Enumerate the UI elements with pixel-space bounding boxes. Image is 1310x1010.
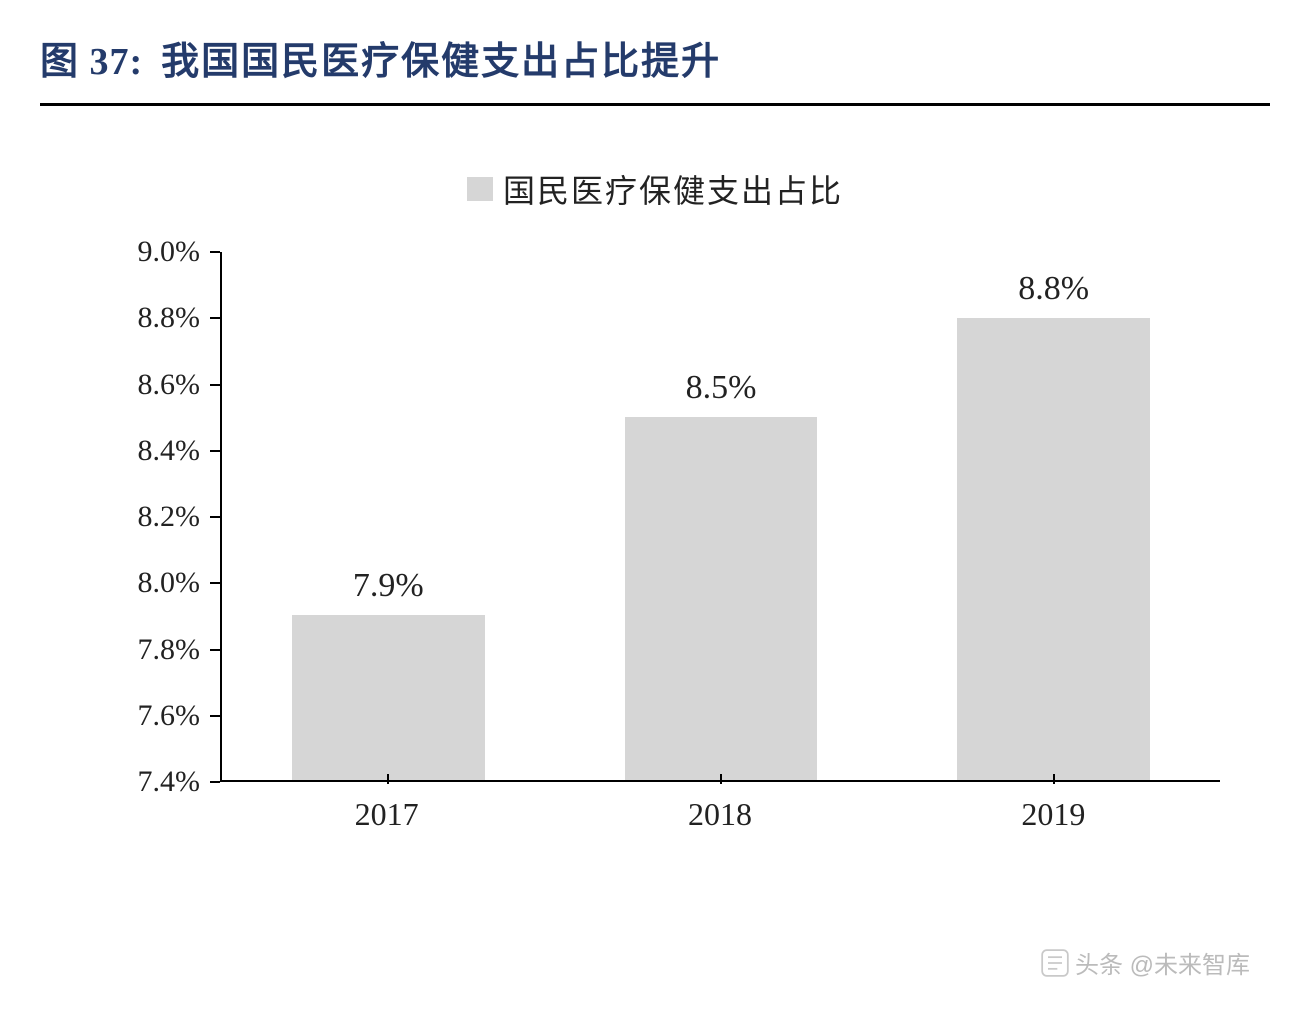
- y-tick-label: 8.0%: [126, 566, 210, 600]
- y-tick: 9.0%: [126, 235, 220, 269]
- x-axis-labels: 201720182019: [220, 786, 1220, 842]
- x-tick-mark: [387, 774, 389, 784]
- bar-slot: 8.8%: [887, 252, 1220, 780]
- bar-value-label: 8.5%: [686, 369, 757, 407]
- legend-label: 国民医疗保健支出占比: [503, 166, 843, 212]
- figure-title: 我国国民医疗保健支出占比提升: [161, 30, 721, 85]
- x-axis-label: 2018: [553, 786, 886, 842]
- y-tick-mark: [210, 317, 220, 319]
- y-axis-ticks: 7.4%7.6%7.8%8.0%8.2%8.4%8.6%8.8%9.0%: [130, 252, 220, 782]
- y-tick-mark: [210, 715, 220, 717]
- y-tick: 8.2%: [126, 500, 220, 534]
- bar-rect: [625, 417, 818, 780]
- bar-rect: [292, 615, 485, 780]
- y-tick-mark: [210, 384, 220, 386]
- figure-number: 图 37:: [40, 30, 143, 85]
- y-tick-label: 7.6%: [126, 699, 210, 733]
- bar-value-label: 7.9%: [353, 567, 424, 605]
- legend-swatch: [467, 177, 493, 201]
- y-tick: 7.8%: [126, 633, 220, 667]
- x-axis-label: 2019: [887, 786, 1220, 842]
- title-divider: [40, 103, 1270, 106]
- y-tick-label: 7.4%: [126, 765, 210, 799]
- y-tick: 8.4%: [126, 434, 220, 468]
- bar-slot: 7.9%: [222, 252, 555, 780]
- y-tick: 8.8%: [126, 301, 220, 335]
- x-tick-mark: [1053, 774, 1055, 784]
- y-tick-mark: [210, 781, 220, 783]
- x-axis-label: 2017: [220, 786, 553, 842]
- y-tick: 8.6%: [126, 368, 220, 402]
- y-tick-label: 8.6%: [126, 368, 210, 402]
- bars-group: 7.9% 8.5% 8.8%: [222, 252, 1220, 780]
- y-tick-label: 7.8%: [126, 633, 210, 667]
- y-tick-label: 8.8%: [126, 301, 210, 335]
- y-tick-mark: [210, 582, 220, 584]
- bar-value-label: 8.8%: [1018, 270, 1089, 308]
- bar-slot: 8.5%: [555, 252, 888, 780]
- plot-area: 7.9% 8.5% 8.8%: [220, 252, 1220, 782]
- x-tick-mark: [720, 774, 722, 784]
- y-tick: 7.4%: [126, 765, 220, 799]
- title-row: 图 37: 我国国民医疗保健支出占比提升: [40, 30, 1270, 97]
- y-tick: 8.0%: [126, 566, 220, 600]
- toutiao-icon: [1041, 949, 1069, 977]
- y-tick-mark: [210, 450, 220, 452]
- y-tick-label: 8.4%: [126, 434, 210, 468]
- watermark: 头条 @未来智库: [1041, 945, 1250, 980]
- chart-legend: 国民医疗保健支出占比: [40, 166, 1270, 212]
- y-tick-mark: [210, 516, 220, 518]
- chart-area: 7.4%7.6%7.8%8.0%8.2%8.4%8.6%8.8%9.0% 7.9…: [140, 252, 1240, 842]
- y-tick-label: 8.2%: [126, 500, 210, 534]
- chart-container: 图 37: 我国国民医疗保健支出占比提升 国民医疗保健支出占比 7.4%7.6%…: [0, 0, 1310, 1010]
- y-tick: 7.6%: [126, 699, 220, 733]
- y-tick-mark: [210, 251, 220, 253]
- y-tick-mark: [210, 649, 220, 651]
- bar-rect: [957, 318, 1150, 780]
- y-tick-label: 9.0%: [126, 235, 210, 269]
- watermark-text: 头条 @未来智库: [1075, 945, 1250, 980]
